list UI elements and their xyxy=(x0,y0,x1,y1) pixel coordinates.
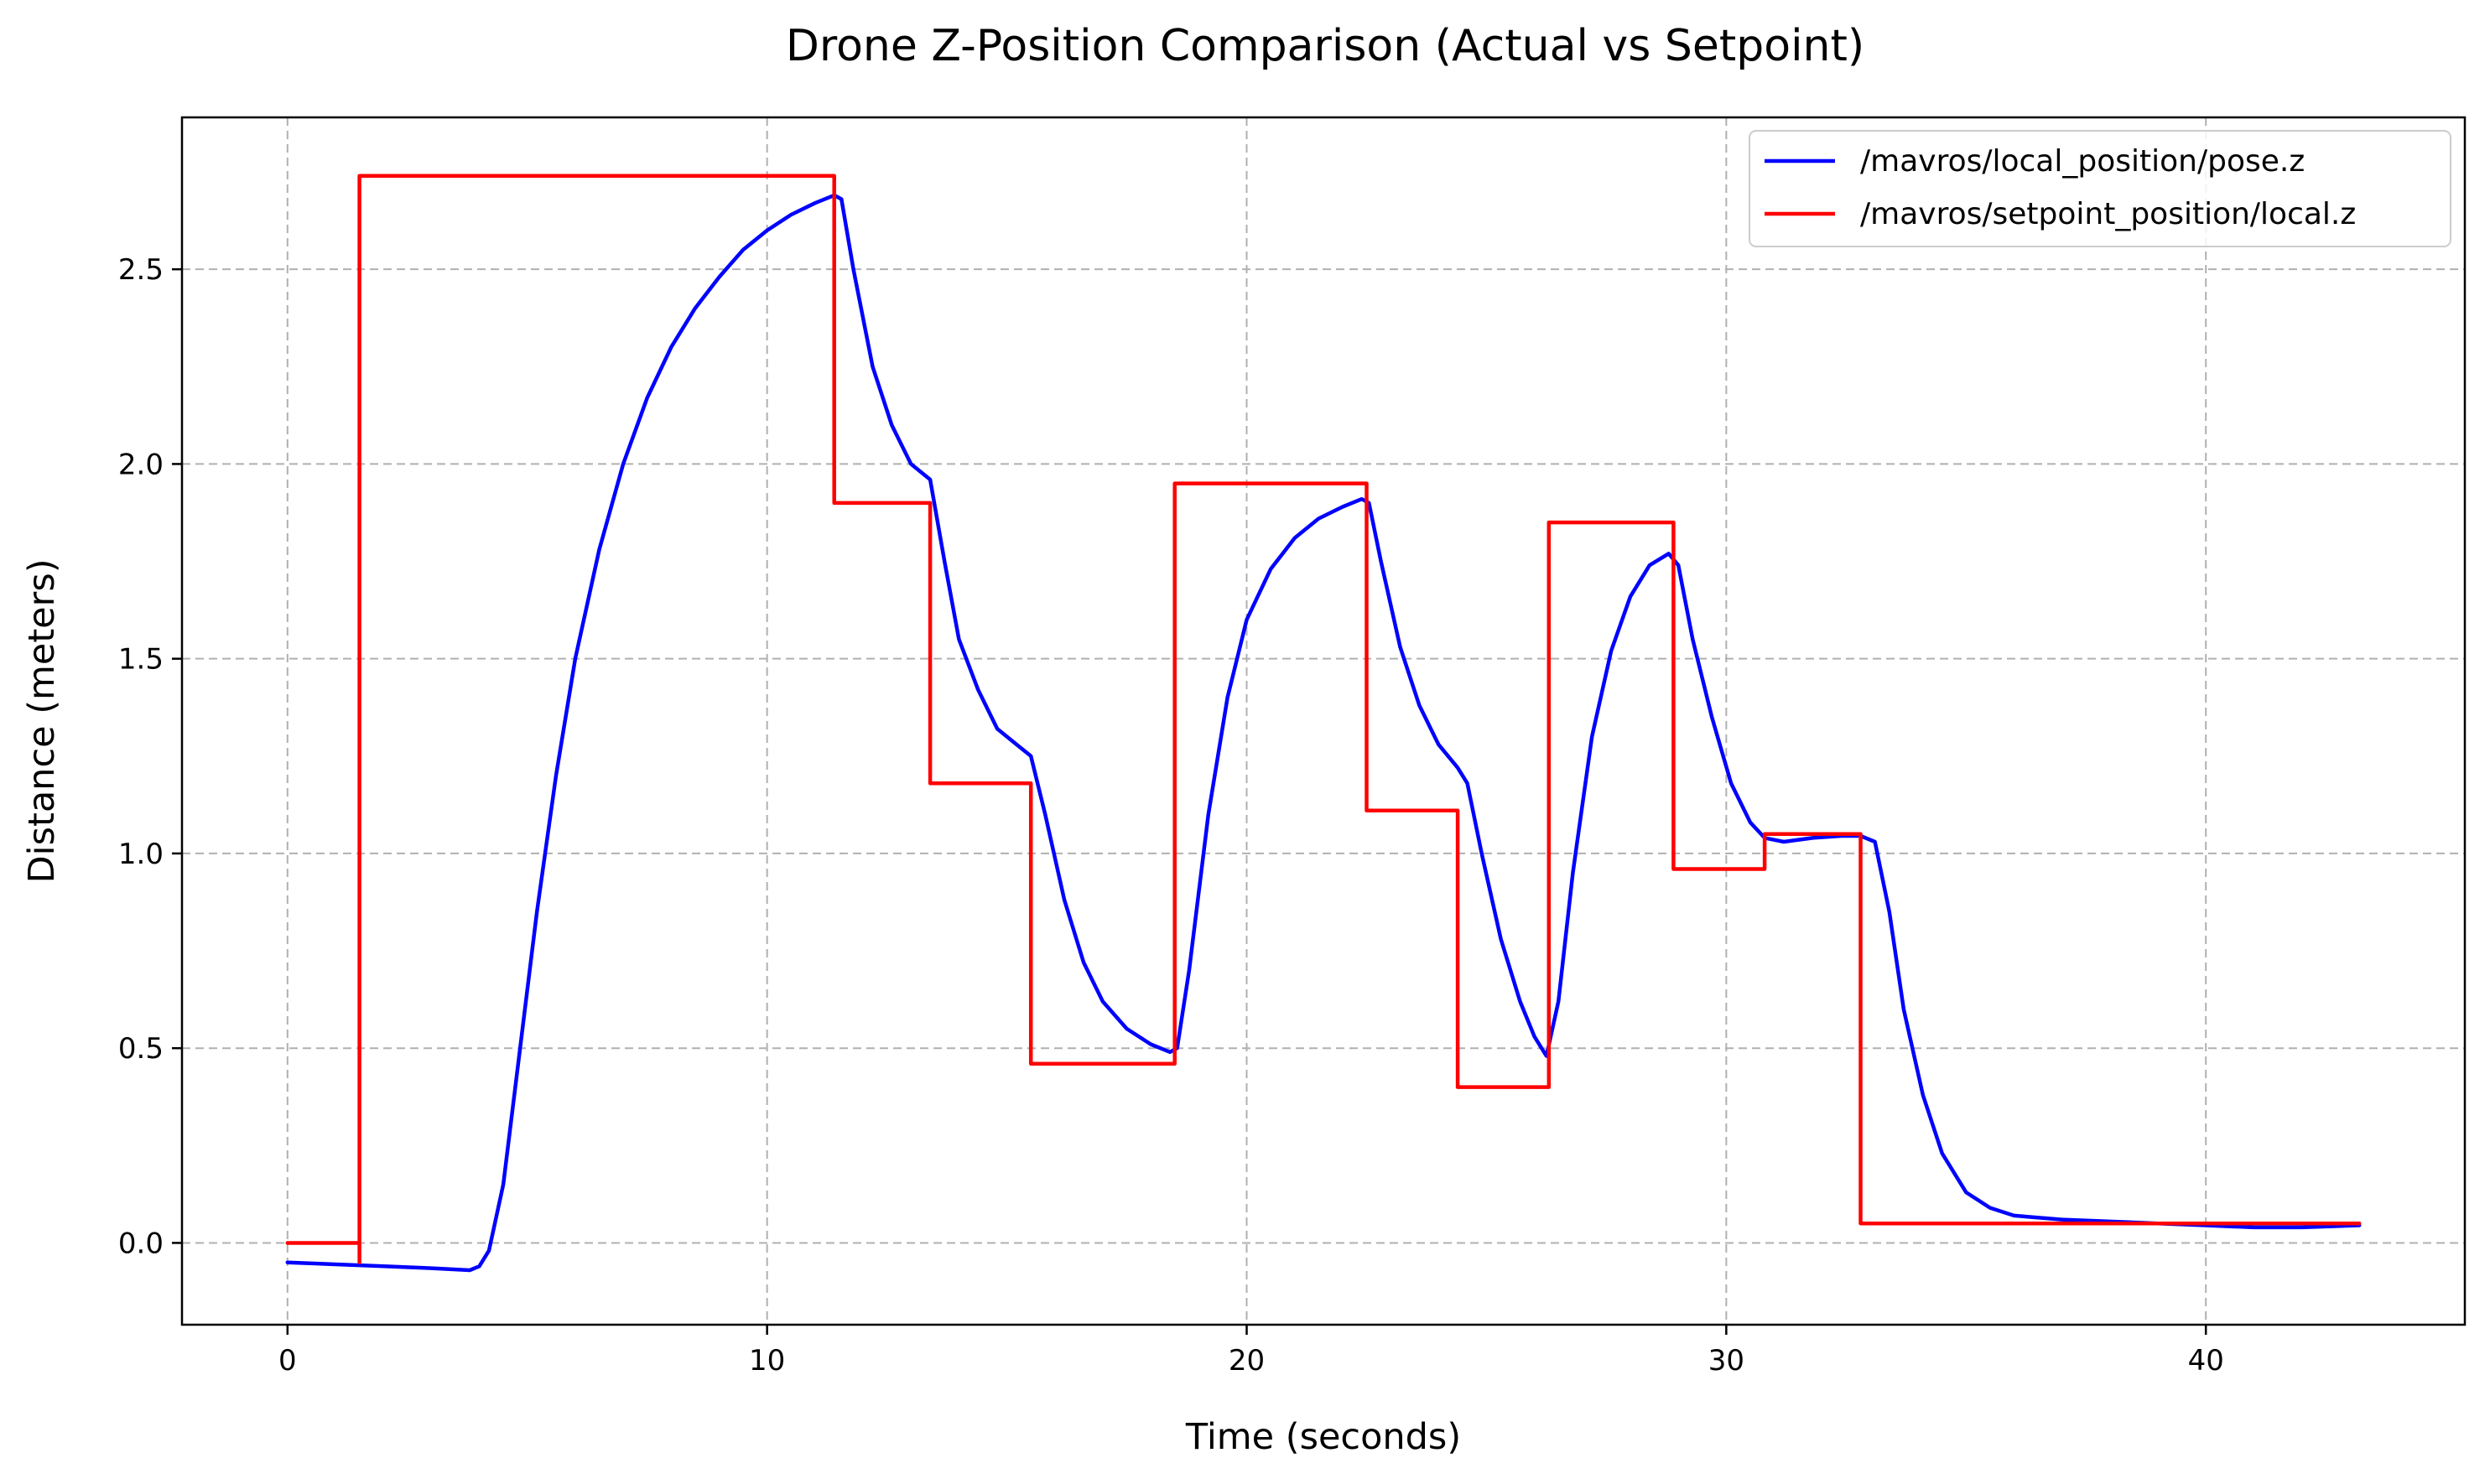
axis-ticks: 0 10 20 30 40 0.0 0.5 1.0 1.5 2.0 2.5 xyxy=(118,253,2224,1378)
legend-label-actual: /mavros/local_position/pose.z xyxy=(1860,144,2305,179)
x-tick-label: 20 xyxy=(1229,1344,1265,1378)
legend: /mavros/local_position/pose.z /mavros/se… xyxy=(1749,130,2451,247)
x-tick-label: 0 xyxy=(278,1344,297,1378)
plot-lines xyxy=(285,174,2362,1273)
series-line-actual xyxy=(285,193,2362,1273)
y-tick-label: 2.0 xyxy=(118,448,164,481)
grid xyxy=(182,117,2465,1325)
chart-title: Drone Z-Position Comparison (Actual vs S… xyxy=(786,21,1864,71)
y-axis-title: Distance (meters) xyxy=(21,559,63,884)
series-line-setpoint xyxy=(285,174,2362,1264)
legend-box xyxy=(1749,130,2451,247)
plot-frame xyxy=(180,116,2467,1326)
y-tick-label: 2.5 xyxy=(118,253,164,287)
x-tick-label: 10 xyxy=(749,1344,785,1378)
y-tick-label: 0.0 xyxy=(118,1227,164,1260)
x-tick-label: 30 xyxy=(1708,1344,1744,1378)
y-tick-label: 0.5 xyxy=(118,1032,164,1066)
x-tick-label: 40 xyxy=(2188,1344,2224,1378)
x-axis-title: Time (seconds) xyxy=(1185,1416,1461,1458)
legend-label-setpoint: /mavros/setpoint_position/local.z xyxy=(1860,197,2356,231)
y-tick-label: 1.5 xyxy=(118,643,164,677)
y-tick-label: 1.0 xyxy=(118,838,164,871)
